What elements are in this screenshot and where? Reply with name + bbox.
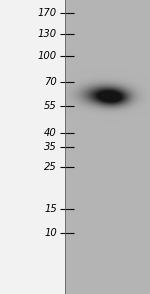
Text: 100: 100 (38, 51, 57, 61)
Text: 35: 35 (44, 142, 57, 152)
Text: 170: 170 (38, 8, 57, 18)
Text: 55: 55 (44, 101, 57, 111)
Bar (65, 0, 150, 294)
Text: 40: 40 (44, 128, 57, 138)
Text: 130: 130 (38, 29, 57, 39)
Text: 15: 15 (44, 204, 57, 214)
Text: 10: 10 (44, 228, 57, 238)
Bar (0, 0, 65, 294)
Text: 25: 25 (44, 162, 57, 172)
Text: 70: 70 (44, 77, 57, 87)
